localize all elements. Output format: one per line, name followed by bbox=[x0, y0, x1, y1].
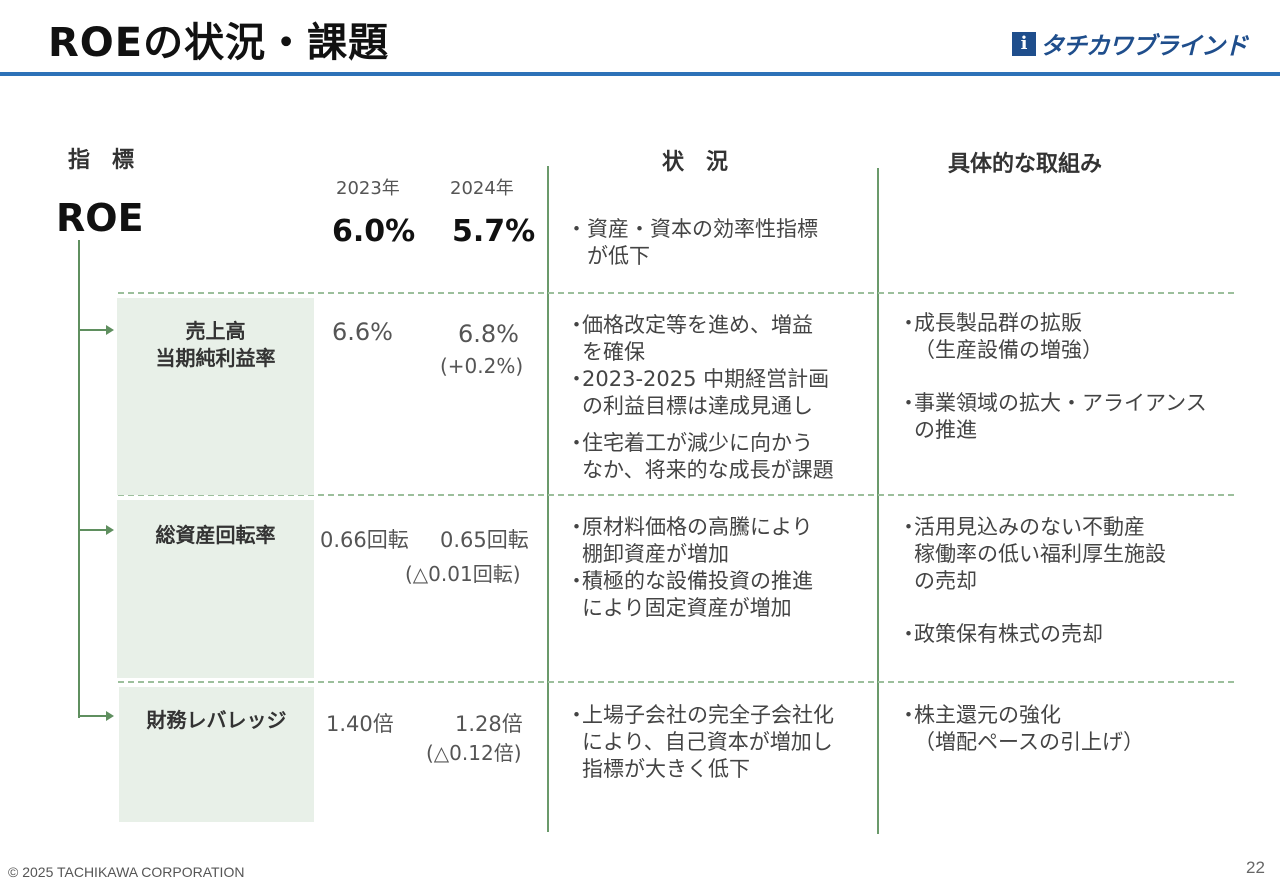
header-actions: 具体的な取組み bbox=[948, 152, 1103, 177]
row2-diff: (△0.01回転) bbox=[405, 562, 521, 586]
metric-box-3: 財務レバレッジ bbox=[119, 687, 314, 822]
status-bullet: ・上場子会社の完全子会社化 により、自己資本が増加し 指標が大きく低下 bbox=[566, 703, 834, 781]
row1-status: ・価格改定等を進め、増益 を確保 ・ 2023-2025 中期経営計画 の利益目標は達… bbox=[566, 312, 876, 484]
metric-name-3: 財務レバレッジ bbox=[146, 708, 287, 732]
copyright: © 2025 TACHIKAWA CORPORATION bbox=[8, 864, 245, 880]
page-number: 22 bbox=[1246, 858, 1265, 877]
arrow-right-icon bbox=[106, 525, 114, 535]
row3-status: ・上場子会社の完全子会社化 により、自己資本が増加し 指標が大きく低下 bbox=[566, 702, 876, 783]
row-divider-2 bbox=[118, 494, 1234, 496]
action-bullet: ・事業領域の拡大・アライアンス の推進 bbox=[898, 391, 1207, 442]
page-title: ROEの状況・課題 bbox=[48, 20, 390, 66]
row1-actions: ・成長製品群の拡販 （生産設備の増強） ・事業領域の拡大・アライアンス の推進 bbox=[898, 310, 1238, 444]
separator-status bbox=[547, 166, 549, 832]
action-bullet: ・活用見込みのない不動産 稼働率の低い福利厚生施設 の売却 bbox=[898, 515, 1166, 593]
row2-2023-value: 0.66回転 bbox=[320, 528, 409, 552]
status-bullet: ・価格改定等を進め、増益 を確保 bbox=[566, 313, 813, 364]
row3-2024-value: 1.28倍 bbox=[455, 712, 523, 736]
roe-label: ROE bbox=[56, 196, 144, 240]
status-bullet: ・住宅着工が減少に向かう なか、将来的な成長が課題 bbox=[566, 431, 834, 482]
status-bullet: ・原材料価格の高騰により 棚卸資産が増加 bbox=[566, 515, 813, 566]
logo-mark-icon: i bbox=[1012, 31, 1036, 56]
metric-name-2: 総資産回転率 bbox=[155, 523, 276, 547]
roe-status: ・資産・資本の効率性指標 が低下 bbox=[566, 216, 818, 270]
roe-2024-value: 5.7% bbox=[452, 214, 536, 249]
metric-box-1: 売上高 当期純利益率 bbox=[117, 298, 314, 495]
action-bullet: ・株主還元の強化 （増配ペースの引上げ） bbox=[898, 703, 1144, 754]
row2-2024-value: 0.65回転 bbox=[440, 528, 529, 552]
year-2024: 2024年 bbox=[450, 178, 514, 199]
action-bullet: ・成長製品群の拡販 （生産設備の増強） bbox=[898, 311, 1103, 362]
row3-2023-value: 1.40倍 bbox=[326, 712, 394, 736]
logo-text: タチカワブラインド bbox=[1040, 32, 1248, 60]
action-bullet: ・政策保有株式の売却 bbox=[898, 622, 1103, 646]
row-divider-3 bbox=[118, 681, 1234, 683]
tree-connector bbox=[78, 240, 114, 721]
metric-name-1: 売上高 当期純利益率 bbox=[155, 319, 276, 370]
roe-status-line-1: ・資産・資本の効率性指標 bbox=[566, 217, 818, 241]
status-bullet: ・積極的な設備投資の推進 により固定資産が増加 bbox=[566, 569, 813, 620]
roe-2023-value: 6.0% bbox=[332, 214, 416, 249]
arrow-right-icon bbox=[106, 325, 114, 335]
row1-2023-value: 6.6% bbox=[332, 318, 393, 346]
separator-actions bbox=[877, 168, 879, 834]
status-bullet: ・ 2023-2025 中期経営計画 の利益目標は達成見通し bbox=[566, 367, 830, 418]
header-rule bbox=[0, 72, 1280, 76]
row1-2024-value: 6.8% bbox=[458, 320, 519, 348]
arrow-right-icon bbox=[106, 711, 114, 721]
row2-actions: ・活用見込みのない不動産 稼働率の低い福利厚生施設 の売却 ・政策保有株式の売却 bbox=[898, 514, 1238, 648]
header-status: 状 況 bbox=[662, 150, 729, 175]
row1-diff: (+0.2%) bbox=[440, 354, 524, 378]
header-indicator: 指 標 bbox=[68, 148, 135, 173]
year-2023: 2023年 bbox=[336, 178, 400, 199]
row3-diff: (△0.12倍) bbox=[426, 741, 522, 765]
row2-status: ・原材料価格の高騰により 棚卸資産が増加 ・積極的な設備投資の推進 により固定資産が… bbox=[566, 514, 876, 622]
roe-status-line-2: が低下 bbox=[566, 244, 650, 268]
metric-box-2: 総資産回転率 bbox=[117, 500, 314, 678]
row-divider-1 bbox=[118, 292, 1234, 294]
company-logo: i タチカワブラインド bbox=[1012, 26, 1248, 61]
row3-actions: ・株主還元の強化 （増配ペースの引上げ） bbox=[898, 702, 1238, 756]
